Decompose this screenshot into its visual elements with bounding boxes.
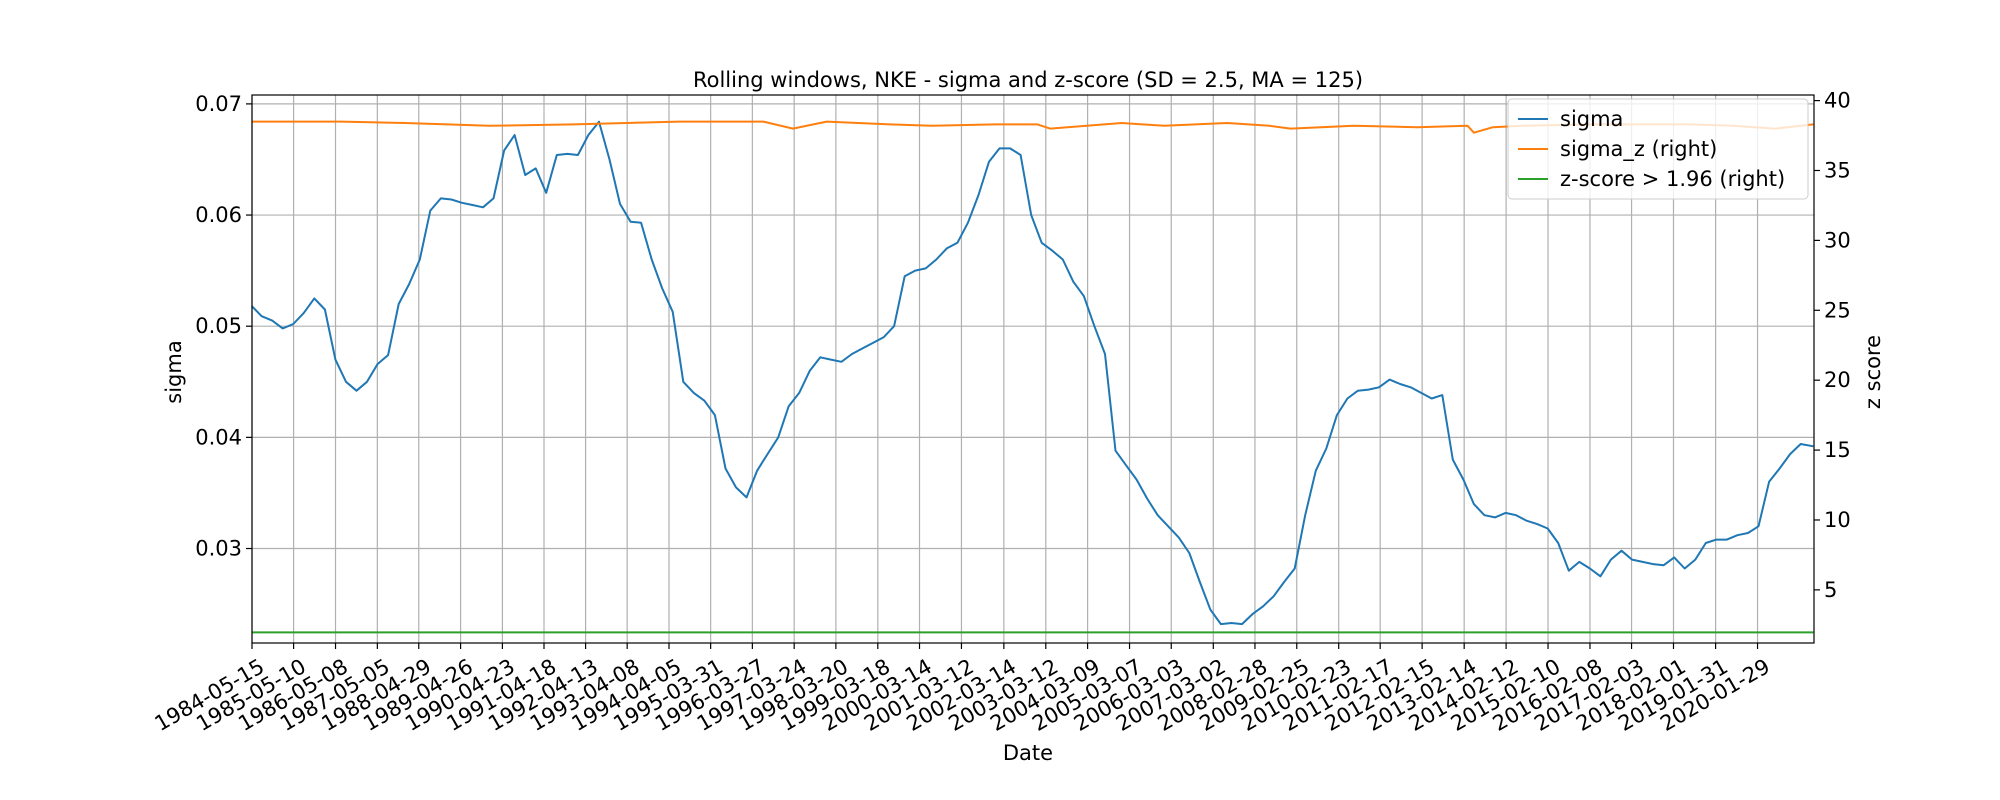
y-right-tick-label: 25 [1824,298,1851,322]
y-right-tick-label: 40 [1824,89,1851,113]
chart-title: Rolling windows, NKE - sigma and z-score… [693,68,1363,92]
x-axis: 1984-05-151985-05-101986-05-081987-05-05… [151,643,1774,736]
y-axis-title: sigma [162,340,186,403]
y-tick-label: 0.07 [195,92,242,116]
legend: sigma sigma_z (right) z-score > 1.96 (righ… [1507,98,1809,200]
legend-label: sigma_z (right) [1560,137,1717,162]
y-tick-label: 0.03 [195,537,242,561]
y-tick-label: 0.06 [195,203,242,227]
y-tick-label: 0.05 [195,314,242,338]
y-right-tick-label: 35 [1824,158,1851,182]
series-line-sigma [251,120,1814,626]
legend-label: z-score > 1.96 (right) [1560,167,1785,191]
x-axis-title: Date [1003,741,1053,765]
y-right-tick-label: 20 [1824,368,1851,392]
y-axis-right-title: z score [1861,335,1885,409]
y-right-tick-label: 10 [1824,508,1851,532]
legend-label: sigma [1560,107,1623,131]
y-right-tick-label: 30 [1824,228,1851,252]
y-tick-label: 0.04 [195,425,242,449]
y-right-tick-label: 15 [1824,438,1851,462]
legend-box [1507,98,1809,200]
plot-frame [251,94,1815,644]
grid [251,95,1814,643]
y-right-tick-label: 5 [1824,578,1837,602]
y-axis-right: 5 10 15 20 25 30 35 40 [1814,89,1851,602]
y-axis-left: 0.03 0.04 0.05 0.06 0.07 [195,92,252,561]
